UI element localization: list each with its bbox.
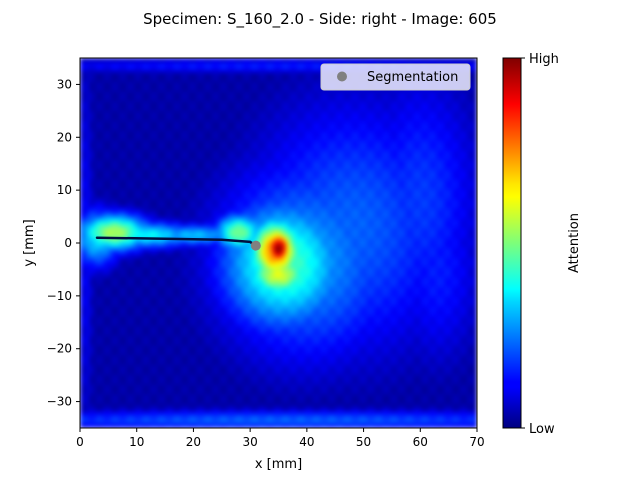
colorbar-label: Attention <box>567 213 582 273</box>
y-tick-label: −20 <box>47 342 72 356</box>
colorbar-gradient <box>502 57 522 429</box>
colorbar: High Low Attention <box>502 52 582 437</box>
y-tick-label: 0 <box>64 236 72 250</box>
segmentation-point <box>250 240 261 251</box>
y-tick-label: −10 <box>47 289 72 303</box>
segmentation-points <box>250 240 261 251</box>
x-axis-label: x [mm] <box>255 457 302 472</box>
legend-box <box>320 63 471 91</box>
y-axis-label: y [mm] <box>22 219 37 266</box>
y-axis: −30 −20 −10 0 10 20 30 <box>47 77 80 409</box>
chart-title: Specimen: S_160_2.0 - Side: right - Imag… <box>143 10 497 29</box>
x-tick-label: 50 <box>356 435 371 449</box>
x-axis: 0 10 20 30 40 50 60 70 <box>76 428 485 449</box>
x-tick-label: 10 <box>129 435 144 449</box>
legend-marker-icon <box>337 71 347 82</box>
x-tick-label: 30 <box>243 435 258 449</box>
y-tick-label: 10 <box>57 183 72 197</box>
x-tick-label: 60 <box>413 435 428 449</box>
colorbar-min-label: Low <box>529 422 555 437</box>
y-tick-label: 20 <box>57 130 72 144</box>
x-tick-label: 0 <box>76 435 84 449</box>
x-tick-label: 70 <box>469 435 484 449</box>
x-tick-label: 40 <box>299 435 314 449</box>
y-tick-label: −30 <box>47 395 72 409</box>
x-tick-label: 20 <box>186 435 201 449</box>
attention-heatmap <box>80 58 477 428</box>
plot-area <box>79 57 478 429</box>
colorbar-max-label: High <box>529 52 559 67</box>
y-tick-label: 30 <box>57 77 72 91</box>
legend-label: Segmentation <box>367 70 458 85</box>
legend: Segmentation <box>320 63 471 91</box>
